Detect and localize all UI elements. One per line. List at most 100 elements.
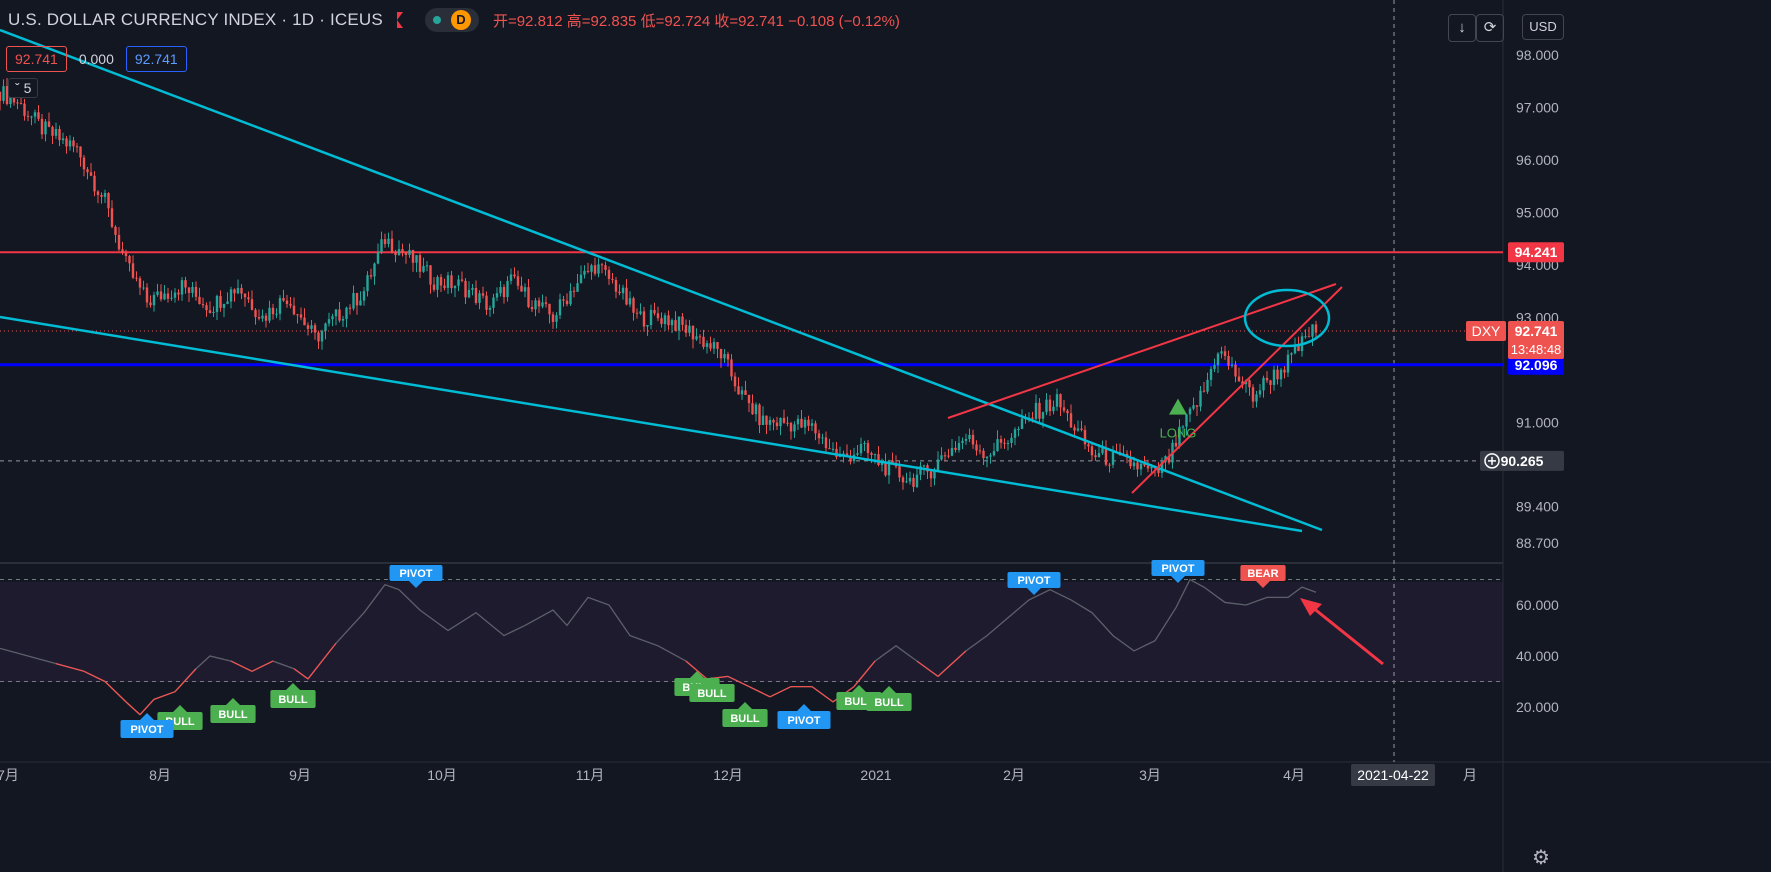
candle bbox=[814, 420, 817, 441]
candle bbox=[632, 296, 635, 321]
candle bbox=[355, 292, 359, 315]
candle bbox=[138, 276, 142, 295]
candle bbox=[611, 272, 614, 284]
candle bbox=[166, 287, 170, 303]
candle bbox=[929, 470, 933, 487]
candle bbox=[607, 266, 611, 285]
oscillator-oversold-segment bbox=[769, 686, 792, 698]
time-axis-label: 3月 bbox=[1139, 767, 1161, 783]
signal-tag-label: PIVOT bbox=[787, 715, 820, 727]
candle bbox=[93, 171, 96, 197]
candle bbox=[432, 277, 436, 292]
candle bbox=[597, 258, 600, 278]
candle bbox=[1083, 425, 1087, 450]
symbol-title[interactable]: U.S. DOLLAR CURRENCY INDEX · 1D · ICEUS bbox=[8, 10, 383, 29]
candle bbox=[327, 312, 331, 327]
candle bbox=[877, 446, 880, 467]
plus-icon bbox=[1484, 453, 1500, 469]
candle bbox=[369, 268, 373, 280]
candle bbox=[1062, 399, 1066, 413]
candle bbox=[530, 300, 534, 312]
candle bbox=[1251, 384, 1255, 408]
flag-icon[interactable] bbox=[396, 12, 403, 28]
signal-tag-pivot: PIVOT bbox=[1151, 560, 1205, 583]
osc-tick-label: 20.000 bbox=[1516, 699, 1559, 715]
candle bbox=[219, 290, 222, 312]
annotation-arrow-line bbox=[1311, 605, 1384, 666]
time-axis-label: 2021 bbox=[860, 767, 891, 783]
price-tick-label: 88.700 bbox=[1516, 535, 1559, 551]
candle bbox=[1255, 390, 1258, 408]
candle bbox=[527, 279, 530, 309]
candle bbox=[159, 284, 163, 302]
candle bbox=[1094, 449, 1097, 461]
highlight-ellipse bbox=[1243, 288, 1331, 348]
candle bbox=[471, 283, 474, 296]
candle bbox=[754, 402, 758, 422]
candle bbox=[1262, 375, 1265, 398]
crosshair-price-tag: 90.265 bbox=[1501, 453, 1544, 469]
candle bbox=[65, 136, 68, 154]
candle bbox=[68, 135, 72, 151]
candle bbox=[72, 136, 75, 153]
fullscreen-button[interactable]: ⟳ bbox=[1476, 14, 1504, 42]
candle bbox=[436, 275, 439, 298]
collapse-indicators-button[interactable]: ˇ 5 bbox=[8, 78, 39, 98]
signal-tag-pivot: PIVOT bbox=[777, 704, 831, 729]
candle bbox=[37, 105, 40, 122]
last-price-tag-bg bbox=[1508, 320, 1564, 359]
candle bbox=[250, 290, 254, 311]
candle bbox=[40, 113, 44, 139]
osc-band bbox=[0, 582, 1503, 682]
candle bbox=[723, 349, 726, 363]
time-axis-label: 月 bbox=[1463, 767, 1477, 783]
oscillator-oversold-segment bbox=[125, 701, 141, 716]
candle bbox=[866, 440, 870, 460]
candle bbox=[212, 306, 215, 317]
candle bbox=[261, 309, 264, 322]
signal-tag-pivot: PIVOT bbox=[1007, 572, 1061, 595]
download-button[interactable]: ↓ bbox=[1448, 14, 1476, 42]
signal-tag-bull: BULL bbox=[722, 702, 768, 727]
candle bbox=[254, 308, 257, 325]
candle bbox=[534, 297, 537, 317]
candle bbox=[957, 436, 961, 453]
signal-tag-pivot: PIVOT bbox=[389, 565, 443, 588]
candle bbox=[422, 257, 425, 273]
price-tick-label: 89.400 bbox=[1516, 498, 1559, 514]
candle bbox=[142, 280, 145, 291]
candle bbox=[772, 418, 775, 431]
time-axis-label: 10月 bbox=[427, 767, 457, 783]
signal-tag-bull: BULL bbox=[270, 683, 316, 708]
candle bbox=[565, 293, 569, 307]
candle bbox=[61, 132, 65, 144]
oscillator-oversold-segment bbox=[230, 660, 253, 672]
oscillator-oversold-segment bbox=[937, 650, 967, 677]
candle bbox=[495, 287, 499, 302]
session-pill[interactable]: D bbox=[424, 8, 479, 32]
candle bbox=[492, 293, 495, 314]
candle bbox=[1178, 419, 1181, 449]
candle bbox=[1003, 438, 1006, 449]
candle bbox=[411, 249, 415, 272]
long-signal-label: LONG bbox=[1160, 426, 1197, 441]
candle bbox=[656, 306, 660, 322]
signal-tag-label: BULL bbox=[278, 694, 308, 706]
currency-button[interactable]: USD bbox=[1522, 14, 1564, 40]
candle bbox=[558, 293, 562, 319]
candle bbox=[103, 189, 107, 204]
signal-tag-label: PIVOT bbox=[130, 724, 163, 736]
last-price-tag: 92.741 bbox=[1515, 323, 1558, 339]
candle bbox=[810, 419, 814, 431]
candle bbox=[334, 309, 338, 326]
ohlc-readout: 开=92.812 高=92.835 低=92.724 收=92.741 −0.1… bbox=[492, 12, 900, 30]
gear-icon[interactable]: ⚙ bbox=[1532, 847, 1550, 869]
candle bbox=[1290, 352, 1293, 364]
candle bbox=[807, 415, 810, 432]
indicator-value-1: 92.741 bbox=[6, 46, 67, 72]
candle bbox=[457, 275, 460, 292]
candle bbox=[1283, 366, 1286, 379]
candle bbox=[761, 406, 765, 426]
signal-tag-bull: BULL bbox=[210, 698, 256, 723]
